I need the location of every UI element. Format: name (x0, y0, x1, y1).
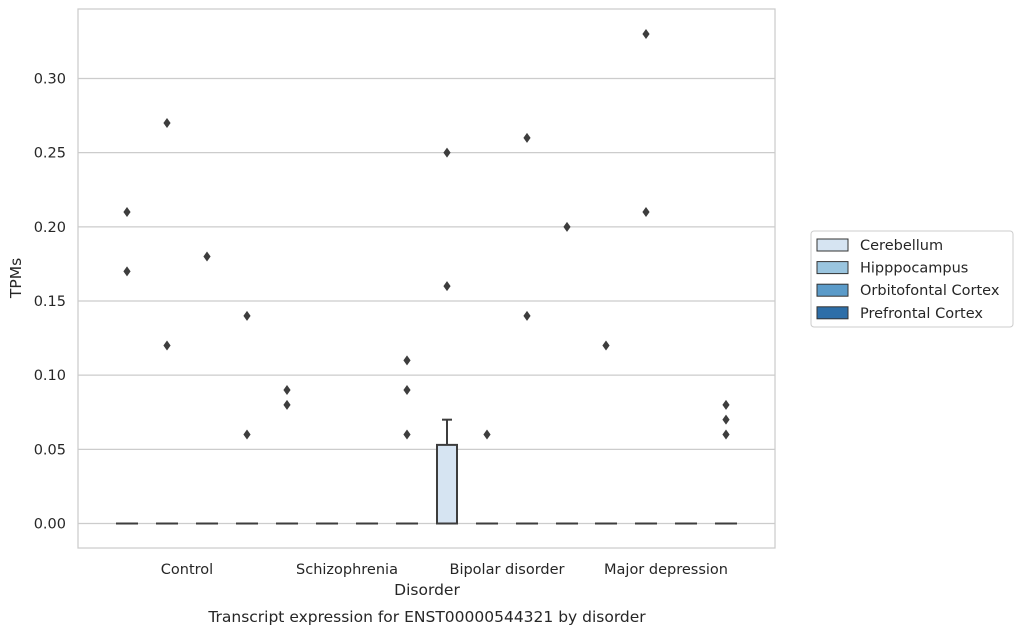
x-axis-label: Disorder (394, 581, 460, 599)
box-0-0 (116, 207, 138, 525)
box-3-1 (635, 29, 657, 525)
box-2-3 (556, 221, 578, 525)
chart-caption: Transcript expression for ENST0000054432… (207, 608, 646, 626)
outlier-point (403, 385, 411, 396)
x-tick-label: Schizophrenia (296, 562, 398, 578)
legend-items: Cerebellum Hipppocampus Orbitofontal Corte… (816, 238, 1000, 322)
box-2-2 (516, 132, 538, 525)
box-3-0 (595, 340, 617, 525)
outlier-point (403, 429, 411, 440)
legend-swatch (816, 261, 849, 275)
box-0-1 (156, 118, 178, 525)
plot-marks (116, 29, 737, 525)
outlier-point (163, 340, 171, 351)
legend-label: Prefrontal Cortex (860, 306, 983, 322)
y-tick-labels: 0.00 0.05 0.10 0.15 0.20 0.25 0.30 (34, 72, 66, 533)
outlier-point (443, 147, 451, 158)
outlier-point (203, 251, 211, 262)
box-3-3 (715, 399, 737, 525)
outlier-point (123, 266, 131, 277)
outlier-point (163, 118, 171, 129)
legend-swatch (816, 238, 849, 252)
y-tick-label: 0.10 (34, 368, 66, 384)
box-1-3 (396, 355, 418, 525)
legend-frame (810, 230, 1014, 328)
outlier-point (483, 429, 491, 440)
y-tick-label: 0.30 (34, 72, 66, 88)
outlier-point (243, 310, 251, 321)
y-tick-label: 0.00 (34, 517, 66, 533)
legend-label: Orbitofontal Cortex (860, 283, 1000, 299)
legend-swatch (816, 306, 849, 320)
y-tick-label: 0.25 (34, 146, 66, 162)
outlier-point (563, 221, 571, 232)
x-tick-label: Bipolar disorder (450, 562, 565, 578)
legend-label: Hipppocampus (860, 261, 968, 277)
outlier-point (283, 399, 291, 410)
outlier-point (642, 29, 650, 40)
y-tick-label: 0.05 (34, 442, 66, 458)
x-tick-label: Control (161, 562, 213, 578)
box-0-2 (196, 251, 218, 525)
y-tick-label: 0.15 (34, 294, 66, 310)
box-2-0 (436, 147, 458, 525)
outlier-point (283, 385, 291, 396)
box-body (436, 443, 458, 525)
outlier-point (523, 310, 531, 321)
outlier-point (642, 207, 650, 218)
plot-frame (77, 8, 776, 549)
box-1-0 (276, 385, 298, 525)
outlier-point (403, 355, 411, 366)
legend-swatch (816, 283, 849, 297)
grid-lines (78, 77, 775, 525)
outlier-point (243, 429, 251, 440)
box-0-3 (236, 310, 258, 525)
legend-label: Cerebellum (860, 238, 943, 254)
x-tick-label: Major depression (604, 562, 728, 578)
x-tick-labels: Control Schizophrenia Bipolar disorder Majo… (161, 562, 728, 578)
outlier-point (123, 207, 131, 218)
box-2-1 (476, 429, 498, 525)
y-axis-label: TPMs (7, 258, 25, 299)
outlier-point (602, 340, 610, 351)
legend: Cerebellum Hipppocampus Orbitofontal Corte… (810, 230, 1014, 328)
outlier-point (722, 429, 730, 440)
y-tick-label: 0.20 (34, 220, 66, 236)
outlier-point (722, 399, 730, 410)
outlier-point (722, 414, 730, 425)
outlier-point (523, 132, 531, 143)
outlier-point (443, 281, 451, 292)
